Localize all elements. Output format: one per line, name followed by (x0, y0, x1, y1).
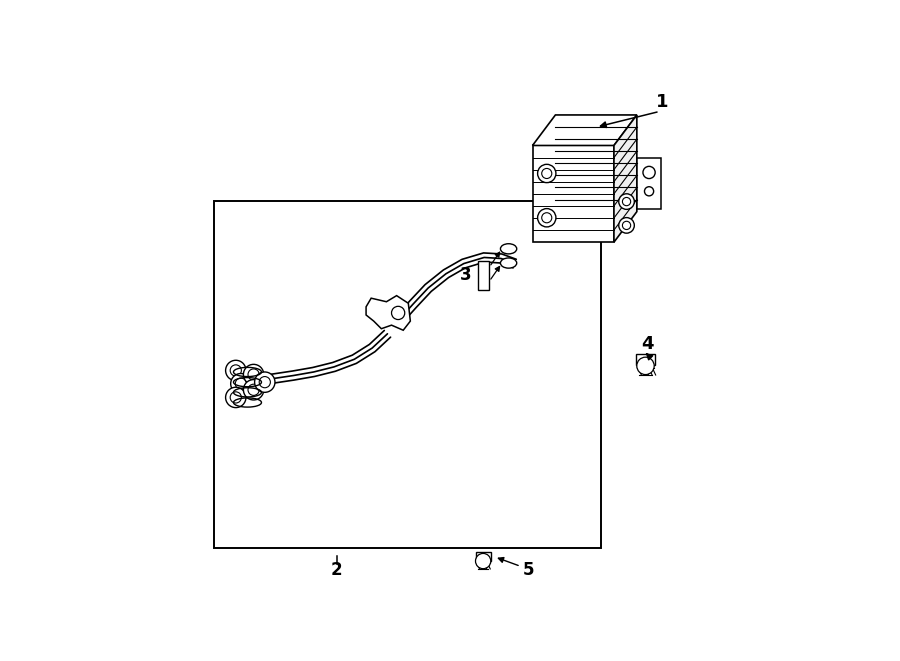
Polygon shape (366, 295, 410, 330)
Circle shape (226, 387, 246, 408)
Circle shape (230, 365, 241, 376)
Circle shape (542, 213, 552, 223)
Text: 2: 2 (330, 561, 342, 580)
Circle shape (542, 169, 552, 178)
Text: 1: 1 (656, 93, 669, 111)
Circle shape (619, 217, 634, 233)
Circle shape (230, 392, 241, 403)
Circle shape (619, 194, 634, 210)
Circle shape (255, 372, 275, 393)
FancyBboxPatch shape (636, 354, 654, 365)
Ellipse shape (500, 244, 517, 254)
Text: 4: 4 (641, 335, 653, 353)
FancyBboxPatch shape (475, 552, 491, 561)
Ellipse shape (500, 258, 517, 268)
Polygon shape (533, 115, 637, 145)
Circle shape (243, 364, 264, 385)
Text: 3: 3 (460, 266, 472, 284)
Circle shape (623, 198, 631, 206)
Circle shape (637, 357, 654, 375)
Text: 5: 5 (523, 561, 535, 580)
Circle shape (248, 384, 259, 395)
Circle shape (623, 221, 631, 229)
Circle shape (230, 373, 251, 394)
Circle shape (248, 369, 259, 380)
Circle shape (475, 553, 491, 568)
Circle shape (243, 379, 264, 400)
Circle shape (537, 209, 556, 227)
Polygon shape (614, 115, 637, 242)
Circle shape (392, 306, 405, 319)
Circle shape (259, 377, 270, 388)
Circle shape (644, 186, 653, 196)
Circle shape (643, 167, 655, 178)
FancyBboxPatch shape (637, 158, 662, 209)
FancyBboxPatch shape (214, 202, 601, 547)
Circle shape (537, 165, 556, 182)
FancyBboxPatch shape (478, 261, 490, 290)
FancyBboxPatch shape (533, 145, 614, 242)
Circle shape (235, 378, 247, 389)
Circle shape (226, 360, 246, 381)
